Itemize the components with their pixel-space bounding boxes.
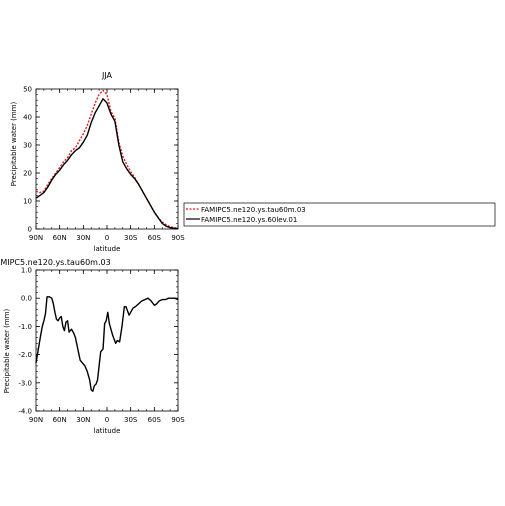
x-tick-label: 60N: [53, 234, 67, 242]
y-tick-label: 40: [23, 114, 32, 122]
top-x-axis-label: latitude: [94, 245, 121, 253]
series-line-1: [35, 89, 179, 230]
y-tick-label: 0.0: [21, 295, 32, 303]
legend-box: [183, 202, 496, 227]
x-tick-label: 90N: [29, 416, 43, 424]
y-tick-label: 1.0: [21, 267, 32, 275]
x-tick-label: 60S: [148, 416, 162, 424]
x-tick-label: 30S: [124, 234, 138, 242]
x-tick-label: 0: [105, 416, 109, 424]
x-tick-label: 90S: [171, 234, 185, 242]
y-tick-label: 10: [23, 198, 32, 206]
series-line-2: [35, 98, 179, 230]
x-tick-label: 30N: [76, 234, 90, 242]
plot-frame: [35, 269, 179, 412]
legend-label-series-1: FAMIPC5.ne120.ys.tau60m.03: [201, 206, 306, 214]
y-tick-label: -3.0: [18, 379, 32, 387]
x-tick-label: 60N: [53, 416, 67, 424]
y-tick-label: -4.0: [18, 408, 32, 416]
x-tick-label: 30S: [124, 416, 138, 424]
bottom-plot-area: 90N 60N 30N 0 30S 60S 90S -4.0 -3.0 -2.0 -1.0 0.0 1.…: [18, 267, 185, 425]
series-line-1: [35, 296, 179, 392]
y-tick-label: 30: [23, 142, 32, 150]
y-tick-label: -2.0: [18, 351, 32, 359]
y-tick-label: 20: [23, 170, 32, 178]
plot-frame: [35, 88, 179, 230]
bottom-chart-title: FAMIPC5.ne120.ys.tau60m.03: [0, 258, 111, 267]
x-tick-label: 30N: [76, 416, 90, 424]
top-y-axis-label: Precipitable water (mm): [10, 101, 18, 186]
x-tick-label: 90N: [29, 234, 43, 242]
top-chart-title: JJA: [101, 71, 113, 80]
y-tick-label: 0: [28, 226, 32, 234]
legend: FAMIPC5.ne120.ys.tau60m.03 FAMIPC5.ne120…: [183, 202, 496, 227]
bottom-panel: FAMIPC5.ne120.ys.tau60m.03 90N 60N 30N 0 30S…: [0, 258, 185, 435]
y-tick-label: -1.0: [18, 323, 32, 331]
bottom-y-axis-label: Precipitable water (mm): [3, 308, 11, 393]
y-tick-label: 50: [23, 86, 32, 94]
top-panel: JJA 90N 60N 30N 0 30S 60S 90S 0 10 20 30 40 50 latit…: [10, 71, 185, 253]
x-tick-label: 0: [105, 234, 109, 242]
x-tick-label: 90S: [171, 416, 185, 424]
top-plot-area: 90N 60N 30N 0 30S 60S 90S 0 10 20 30 40 50: [23, 86, 185, 243]
x-tick-label: 60S: [148, 234, 162, 242]
legend-label-series-2: FAMIPC5.ne120.ys.60lev.01: [201, 216, 297, 224]
bottom-x-axis-label: latitude: [94, 427, 121, 435]
